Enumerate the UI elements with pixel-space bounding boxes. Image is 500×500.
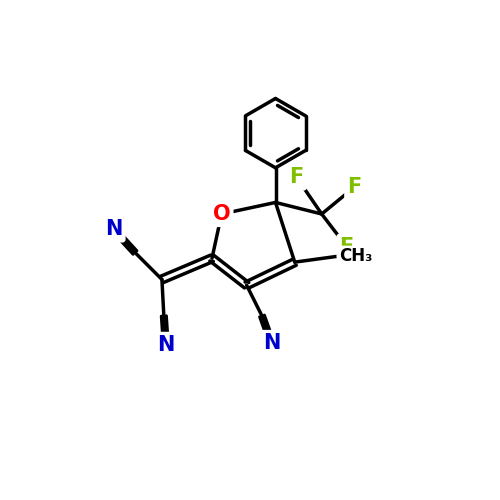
Text: O: O bbox=[213, 204, 230, 224]
Text: N: N bbox=[157, 335, 174, 355]
Text: F: F bbox=[290, 168, 304, 188]
Text: F: F bbox=[348, 177, 362, 197]
Text: CH₃: CH₃ bbox=[339, 248, 372, 266]
Text: N: N bbox=[105, 220, 122, 240]
Text: F: F bbox=[340, 236, 354, 256]
Text: N: N bbox=[263, 333, 280, 353]
